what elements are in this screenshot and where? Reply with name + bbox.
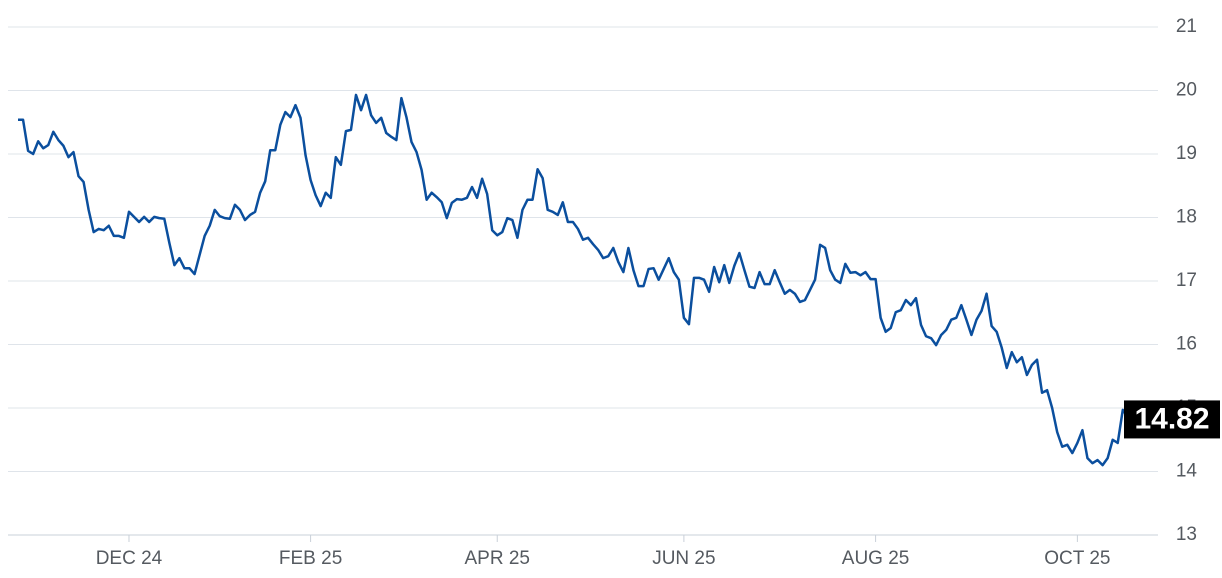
x-tick-label: OCT 25 [1044, 548, 1110, 569]
y-tick-label: 13 [1176, 524, 1197, 545]
x-tick-label: DEC 24 [96, 548, 163, 569]
x-tick-label: FEB 25 [279, 548, 342, 569]
x-tick-label: AUG 25 [842, 548, 910, 569]
last-value-label: 14.82 [1134, 402, 1209, 435]
x-tick-label: APR 25 [464, 548, 529, 569]
y-tick-label: 14 [1176, 461, 1198, 482]
y-tick-label: 18 [1176, 207, 1197, 228]
y-tick-label: 19 [1176, 143, 1197, 164]
y-tick-label: 17 [1176, 270, 1197, 291]
price-line [18, 93, 1149, 467]
x-tick-label: JUN 25 [652, 548, 715, 569]
y-tick-label: 16 [1176, 334, 1197, 355]
y-tick-label: 21 [1176, 16, 1197, 37]
last-value-box [1124, 400, 1220, 439]
y-tick-label: 20 [1176, 80, 1197, 101]
